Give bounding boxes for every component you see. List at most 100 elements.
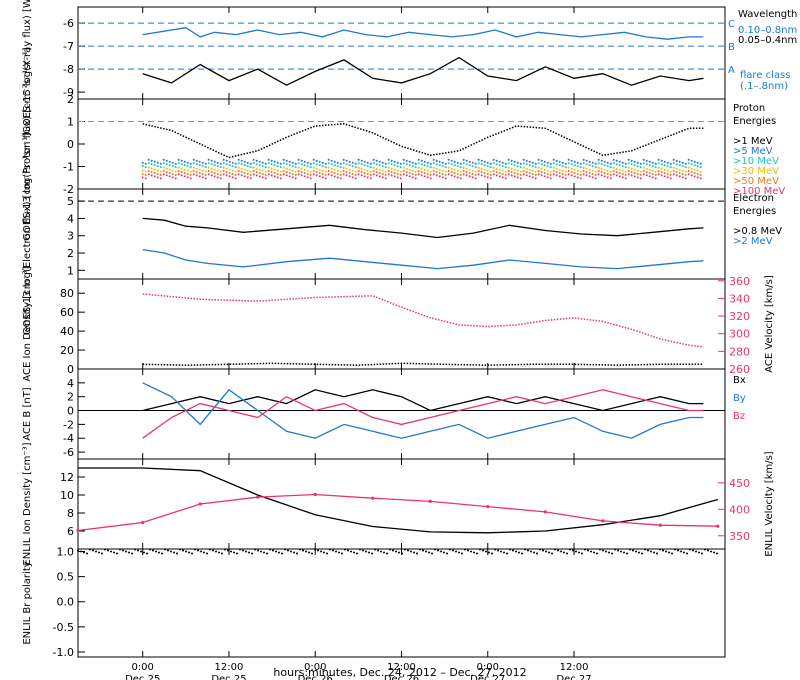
data-point (393, 172, 396, 174)
data-point (531, 176, 534, 179)
data-point (246, 173, 249, 175)
data-point (642, 158, 645, 161)
data-point (618, 175, 621, 178)
data-point (552, 173, 555, 176)
data-point (245, 550, 247, 553)
data-point (551, 552, 553, 555)
panel-frame (77, 548, 726, 658)
data-point (360, 167, 363, 170)
data-point (302, 549, 304, 552)
data-point (228, 175, 231, 178)
data-point (516, 169, 519, 172)
data-point (152, 549, 154, 552)
data-point (147, 166, 150, 169)
data-point (189, 170, 192, 173)
data-point (159, 177, 162, 180)
data-point (243, 160, 246, 163)
data-point (693, 175, 696, 178)
data-point (189, 166, 192, 169)
data-point (231, 173, 234, 175)
data-point (200, 550, 202, 553)
data-point (555, 167, 558, 170)
data-point (329, 548, 331, 551)
data-point (666, 173, 669, 175)
data-point (270, 163, 273, 166)
data-point (513, 172, 516, 174)
data-point (509, 548, 511, 551)
data-point (471, 176, 474, 179)
data-point (591, 165, 594, 168)
y-tick-label: -9 (63, 86, 74, 99)
data-point (225, 171, 228, 173)
data-point (392, 549, 394, 552)
data-point (183, 164, 186, 167)
data-point (231, 165, 234, 168)
data-point (546, 165, 549, 168)
data-point (407, 549, 409, 552)
data-point (233, 551, 235, 554)
data-point (474, 162, 477, 165)
data-point (579, 166, 582, 169)
data-point (150, 163, 153, 166)
data-point (306, 165, 309, 168)
data-point (276, 169, 279, 172)
data-point (330, 163, 333, 166)
y-tick-label: 1 (67, 264, 74, 277)
data-point (489, 174, 492, 176)
data-point (495, 159, 498, 162)
data-point (440, 550, 442, 553)
data-point (144, 166, 147, 169)
data-point (165, 174, 168, 177)
data-point (192, 166, 195, 169)
data-point (530, 550, 532, 553)
data-point (354, 177, 357, 180)
data-point (474, 177, 477, 180)
data-point (612, 166, 615, 169)
data-point (207, 162, 210, 165)
data-point (429, 174, 432, 176)
data-point (684, 177, 687, 180)
data-point (641, 552, 643, 555)
data-point (612, 162, 615, 165)
data-point (561, 161, 564, 164)
data-point (507, 170, 510, 172)
data-point (602, 549, 604, 552)
data-point (653, 551, 655, 554)
data-point (237, 162, 240, 165)
y-tick-label: -0.5 (53, 621, 74, 634)
data-point (675, 163, 678, 166)
data-point (450, 171, 453, 173)
y-axis-label: ACE Ion Density [cm⁻³] (22, 266, 33, 381)
data-point (615, 159, 618, 162)
flare-class-note: flare class (740, 70, 790, 81)
data-point (234, 162, 237, 165)
data-point (582, 166, 585, 169)
data-point (315, 159, 318, 162)
data-point (249, 177, 252, 180)
data-point (414, 170, 417, 173)
data-point (591, 176, 594, 179)
data-point (624, 166, 627, 169)
data-point (675, 171, 678, 173)
data-point (230, 550, 232, 553)
data-point (534, 174, 537, 176)
data-point (213, 172, 216, 174)
data-point (587, 549, 589, 552)
data-point (356, 552, 358, 555)
data-point (267, 162, 270, 165)
data-point (672, 166, 675, 169)
data-point (528, 160, 531, 163)
data-point (273, 168, 276, 171)
data-point (411, 161, 414, 164)
data-point (567, 173, 570, 176)
data-point (378, 164, 381, 167)
data-point (639, 170, 642, 173)
data-point (651, 176, 654, 179)
data-point (327, 158, 330, 161)
data-point (287, 549, 289, 552)
data-point (336, 169, 339, 172)
data-point (501, 161, 504, 164)
data-point (213, 164, 216, 167)
data-point (531, 161, 534, 164)
data-point (642, 162, 645, 165)
